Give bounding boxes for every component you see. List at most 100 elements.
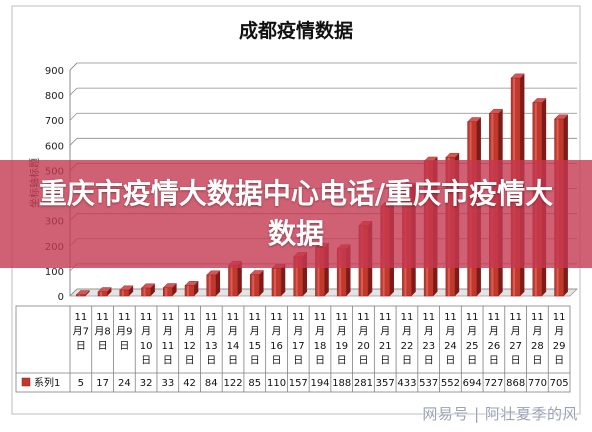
svg-text:24: 24 (444, 341, 457, 352)
svg-text:日: 日 (358, 356, 368, 367)
data-label: 552 (441, 378, 460, 389)
svg-text:月: 月 (402, 326, 412, 338)
data-label: 188 (332, 378, 351, 389)
svg-text:日: 日 (445, 356, 455, 367)
svg-text:19: 19 (335, 341, 348, 352)
bar (206, 270, 221, 297)
svg-text:月: 月 (337, 326, 347, 338)
x-tick-label: 11 月 18 日 (314, 312, 327, 367)
gridline-side (69, 288, 78, 297)
svg-text:29: 29 (553, 341, 566, 352)
svg-text:月: 月 (272, 326, 282, 338)
data-label: 868 (506, 378, 525, 389)
svg-text:11: 11 (227, 312, 240, 323)
svg-text:17: 17 (292, 341, 305, 352)
svg-text:月: 月 (250, 326, 260, 338)
svg-text:11: 11 (335, 312, 348, 323)
svg-text:11: 11 (314, 312, 327, 323)
data-label: 24 (118, 378, 131, 389)
svg-text:15: 15 (248, 341, 261, 352)
x-tick-label: 11 月 27 日 (509, 312, 522, 367)
svg-text:22: 22 (401, 341, 414, 352)
svg-text:11: 11 (488, 312, 501, 323)
data-label: 770 (528, 378, 547, 389)
gridline-side (69, 87, 78, 96)
svg-text:月: 月 (206, 326, 216, 338)
data-table (15, 305, 571, 393)
x-tick-label: 11 月 24 日 (444, 312, 457, 367)
svg-text:日: 日 (228, 356, 238, 367)
svg-text:11: 11 (270, 312, 283, 323)
bar (271, 263, 286, 297)
svg-text:18: 18 (314, 341, 327, 352)
x-tick-label: 11 月 13 日 (205, 312, 218, 367)
x-tick-label: 11 月 23 日 (422, 312, 435, 367)
svg-text:日: 日 (554, 356, 564, 367)
svg-text:11: 11 (466, 312, 479, 323)
bar (184, 281, 199, 297)
x-tick-label: 11 月 21 日 (379, 312, 392, 367)
x-tick-label: 11 月 10 日 (140, 312, 153, 367)
gridline-side (69, 112, 78, 121)
svg-text:日: 日 (98, 341, 108, 352)
data-label: 194 (310, 378, 329, 389)
svg-text:日: 日 (185, 356, 195, 367)
svg-text:10: 10 (140, 341, 153, 352)
gridline-side (69, 62, 78, 71)
svg-text:日: 日 (532, 356, 542, 367)
y-tick-label: 600 (45, 141, 64, 152)
gridline-side (69, 138, 78, 146)
svg-text:日: 日 (511, 356, 521, 367)
svg-text:25: 25 (466, 341, 479, 352)
svg-text:11: 11 (183, 312, 196, 323)
svg-text:日: 日 (424, 356, 434, 367)
svg-text:月8: 月8 (94, 326, 110, 338)
svg-text:23: 23 (422, 341, 435, 352)
svg-text:月: 月 (141, 326, 151, 338)
x-tick-label: 11 月8 日 (94, 312, 110, 352)
svg-text:21: 21 (379, 341, 392, 352)
y-tick-label: 800 (45, 91, 64, 102)
x-tick-label: 11 月 12 日 (183, 312, 196, 367)
data-label: 537 (419, 378, 438, 389)
data-label: 694 (463, 378, 482, 389)
svg-text:月: 月 (424, 326, 434, 338)
svg-text:月: 月 (293, 326, 303, 338)
svg-text:日: 日 (315, 356, 325, 367)
y-tick-label: 100 (45, 267, 64, 278)
x-tick-label: 11 月 11 日 (161, 312, 174, 367)
watermark: 网易号 | 阿壮夏季的风 (422, 405, 578, 423)
svg-text:月: 月 (228, 326, 238, 338)
svg-text:14: 14 (227, 341, 240, 352)
svg-text:日: 日 (141, 356, 151, 367)
svg-text:11: 11 (553, 312, 566, 323)
svg-text:日: 日 (206, 356, 216, 367)
x-tick-label: 11 月 17 日 (292, 312, 305, 367)
x-tick-label: 11 月 16 日 (270, 312, 283, 367)
bar (97, 287, 112, 297)
data-label: 85 (248, 378, 261, 389)
svg-text:11: 11 (248, 312, 261, 323)
svg-text:11: 11 (75, 312, 88, 323)
svg-text:日: 日 (402, 356, 412, 367)
bar (249, 270, 265, 297)
svg-text:27: 27 (509, 341, 522, 352)
legend-swatch (21, 377, 31, 387)
svg-text:月: 月 (467, 326, 477, 338)
svg-text:11: 11 (292, 312, 305, 323)
data-label: 110 (267, 378, 286, 389)
svg-text:日: 日 (337, 356, 347, 367)
svg-text:日: 日 (467, 356, 477, 367)
svg-text:16: 16 (270, 341, 283, 352)
x-tick-label: 11 月7 日 (73, 312, 89, 352)
x-tick-label: 11 月 25 日 (466, 312, 479, 367)
svg-text:11: 11 (357, 312, 370, 323)
data-label: 357 (376, 378, 395, 389)
bar (75, 290, 91, 297)
svg-text:月: 月 (445, 326, 455, 338)
y-tick-label: 700 (45, 116, 64, 127)
data-label: 5 (78, 378, 84, 389)
svg-text:月: 月 (532, 326, 542, 338)
svg-text:11: 11 (509, 312, 522, 323)
legend-label: 系列1 (34, 376, 60, 389)
